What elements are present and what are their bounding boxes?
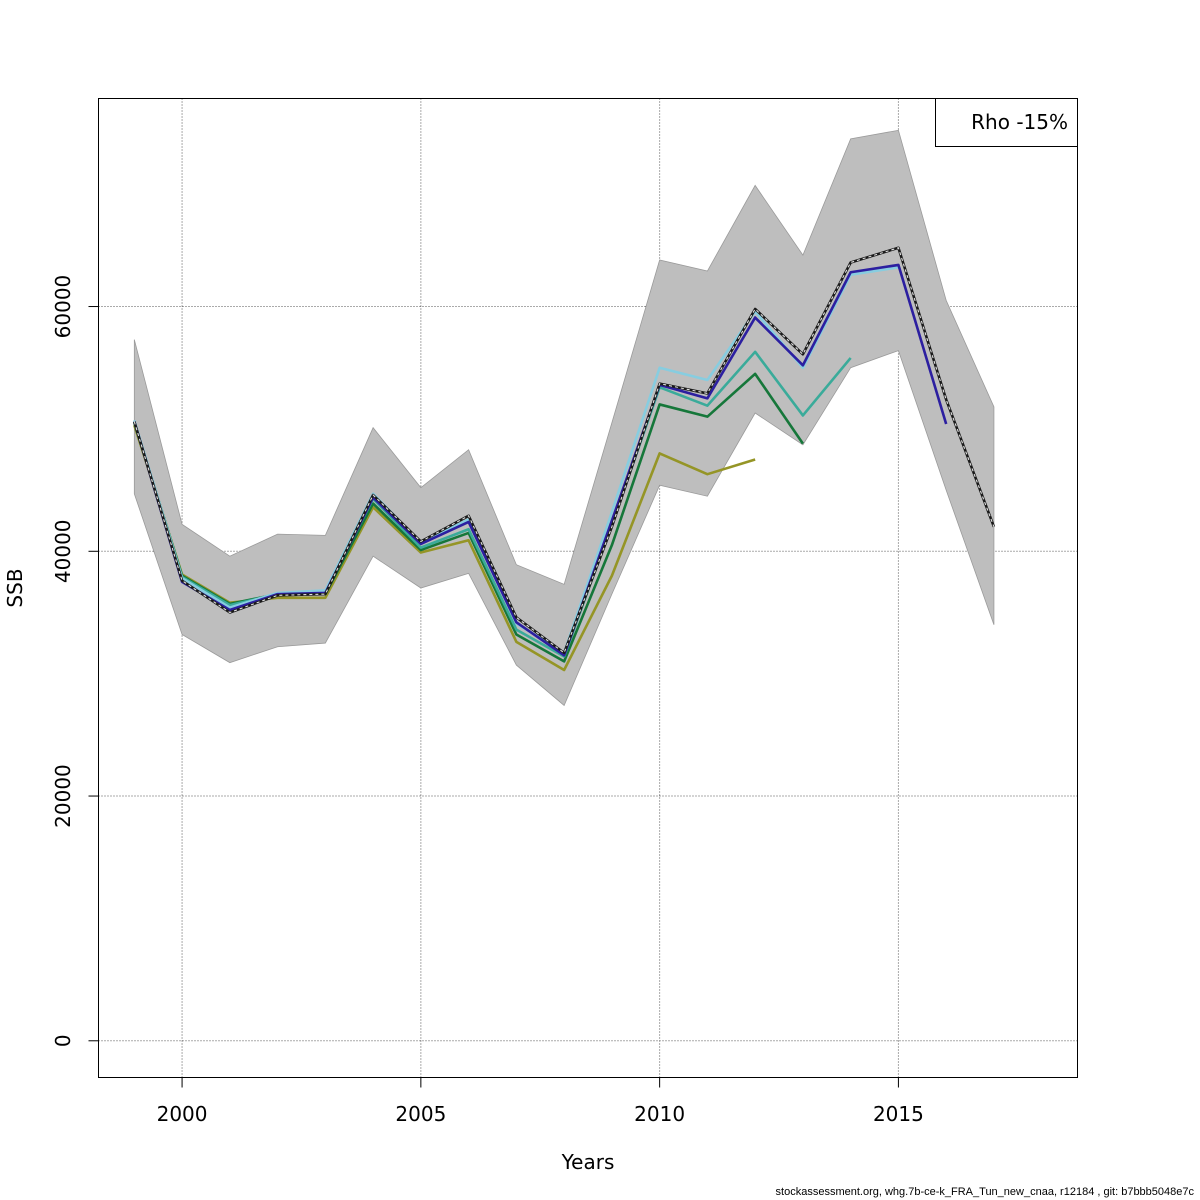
x-axis: 2000 2005 2010 2015	[157, 1077, 924, 1126]
x-tick-label: 2015	[873, 1102, 924, 1126]
confidence-band	[133, 129, 995, 707]
legend-text: Rho -15%	[971, 110, 1068, 134]
legend-box	[935, 98, 1078, 147]
series-line-1	[133, 246, 996, 655]
confidence-band-layer	[133, 129, 995, 707]
y-tick-label: 0	[51, 1034, 75, 1047]
x-tick-label: 2005	[395, 1102, 446, 1126]
series-layer	[133, 246, 996, 672]
y-tick-label: 60000	[51, 275, 75, 339]
y-axis-title: SSB	[3, 568, 27, 607]
series-line-2	[133, 263, 948, 657]
x-axis-title: Years	[561, 1150, 615, 1174]
y-tick-label: 20000	[51, 764, 75, 828]
legend: Rho -15%	[935, 98, 1078, 147]
x-tick-label: 2010	[634, 1102, 685, 1126]
y-tick-label: 40000	[51, 519, 75, 583]
x-tick-label: 2000	[157, 1102, 208, 1126]
footer-text: stockassessment.org, whg.7b-ce-k_FRA_Tun…	[775, 1186, 1194, 1198]
y-axis: 0 20000 40000 60000	[51, 275, 99, 1047]
